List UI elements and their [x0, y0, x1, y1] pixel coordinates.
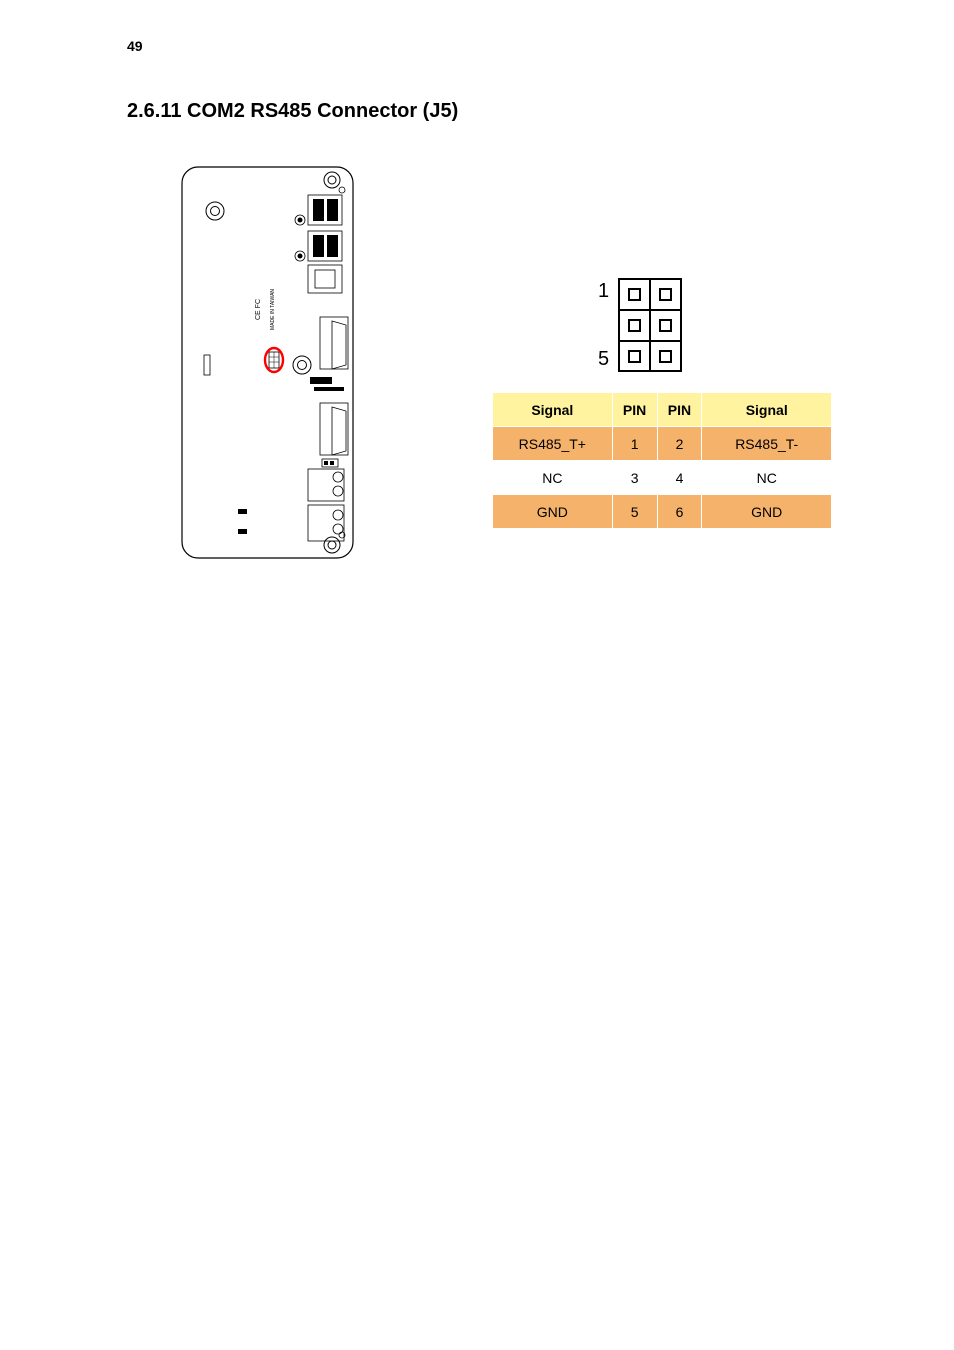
- pinout-table: Signal PIN PIN Signal RS485_T+ 1 2 RS485…: [492, 392, 832, 529]
- table-row: RS485_T+ 1 2 RS485_T-: [493, 427, 832, 461]
- svg-text:MADE IN TAIWAN: MADE IN TAIWAN: [270, 289, 276, 330]
- page-number: 49: [127, 38, 143, 54]
- table-row: NC 3 4 NC: [493, 461, 832, 495]
- pin-header-diagram: [605, 275, 695, 375]
- col-pin-r: PIN: [657, 393, 702, 427]
- col-signal-r: Signal: [702, 393, 832, 427]
- board-outline-figure: CE FC MADE IN TAIWAN: [180, 165, 355, 560]
- col-pin-l: PIN: [612, 393, 657, 427]
- table-header-row: Signal PIN PIN Signal: [493, 393, 832, 427]
- col-signal-l: Signal: [493, 393, 613, 427]
- svg-text:CE FC: CE FC: [255, 299, 262, 320]
- section-title: 2.6.11 COM2 RS485 Connector (J5): [127, 100, 458, 123]
- table-row: GND 5 6 GND: [493, 495, 832, 529]
